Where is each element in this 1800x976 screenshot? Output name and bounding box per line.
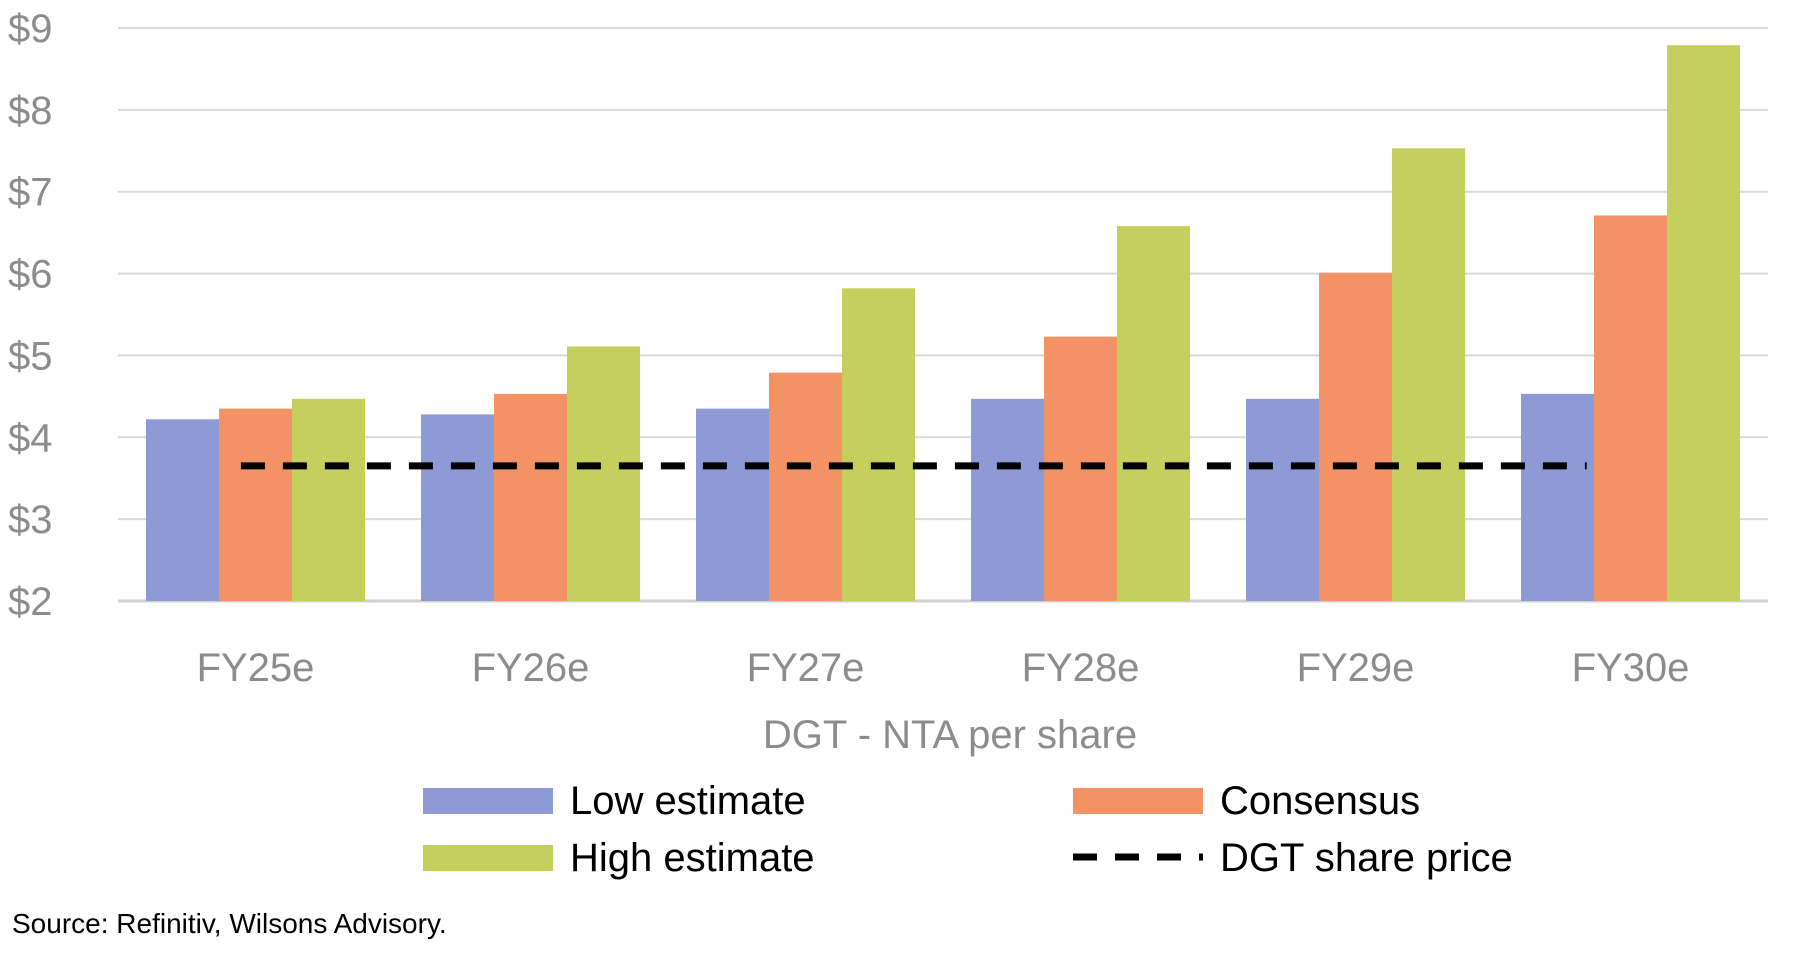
source-note: Source: Refinitiv, Wilsons Advisory. [12,908,447,939]
bar-high-estimate-fy25e [292,398,365,601]
x-tick-label-fy28e: FY28e [1022,646,1140,690]
legend: Low estimate Consensus High estimate DGT… [423,779,1513,880]
legend-label-dgt-share-price: DGT share price [1220,836,1513,880]
bar-layer [146,45,1740,601]
x-tick-label-fy29e: FY29e [1297,646,1415,690]
bar-high-estimate-fy29e [1392,148,1465,601]
legend-label-low-estimate: Low estimate [570,779,806,823]
x-tick-label-fy26e: FY26e [472,646,590,690]
y-tick-label-5: $5 [8,334,53,378]
bar-high-estimate-fy27e [842,288,915,601]
x-axis-label: DGT - NTA per share [763,713,1137,757]
bar-low-estimate-fy25e [146,419,219,601]
x-tick-label-fy30e: FY30e [1572,646,1690,690]
bar-high-estimate-fy28e [1117,226,1190,601]
x-tick-label-fy27e: FY27e [747,646,865,690]
x-axis-categories: FY25e FY26e FY27e FY28e FY29e FY30e [197,646,1690,690]
y-tick-label-9: $9 [8,7,53,51]
legend-swatch-high-estimate [423,845,553,871]
bar-low-estimate-fy29e [1246,398,1319,601]
y-tick-label-6: $6 [8,253,53,297]
bar-low-estimate-fy27e [696,408,769,601]
bar-consensus-fy25e [219,408,292,601]
bar-high-estimate-fy30e [1667,45,1740,601]
legend-swatch-consensus [1073,788,1203,814]
y-tick-label-4: $4 [8,416,53,460]
legend-label-high-estimate: High estimate [570,836,815,880]
bar-high-estimate-fy26e [567,346,640,601]
grid-layer [118,27,1768,603]
bar-consensus-fy26e [494,393,567,601]
y-tick-label-7: $7 [8,171,53,215]
bar-consensus-fy29e [1319,272,1392,601]
x-tick-label-fy25e: FY25e [197,646,315,690]
bar-consensus-fy30e [1594,215,1667,601]
legend-swatch-low-estimate [423,788,553,814]
bar-low-estimate-fy26e [421,414,494,601]
bar-consensus-fy27e [769,372,842,601]
y-tick-label-8: $8 [8,89,53,133]
y-tick-label-2: $2 [8,580,53,624]
bar-low-estimate-fy28e [971,398,1044,601]
y-axis-ticks: $2 $3 $4 $5 $6 $7 $8 $9 [8,7,53,624]
legend-label-consensus: Consensus [1220,779,1420,823]
y-tick-label-3: $3 [8,498,53,542]
bar-low-estimate-fy30e [1521,393,1594,601]
